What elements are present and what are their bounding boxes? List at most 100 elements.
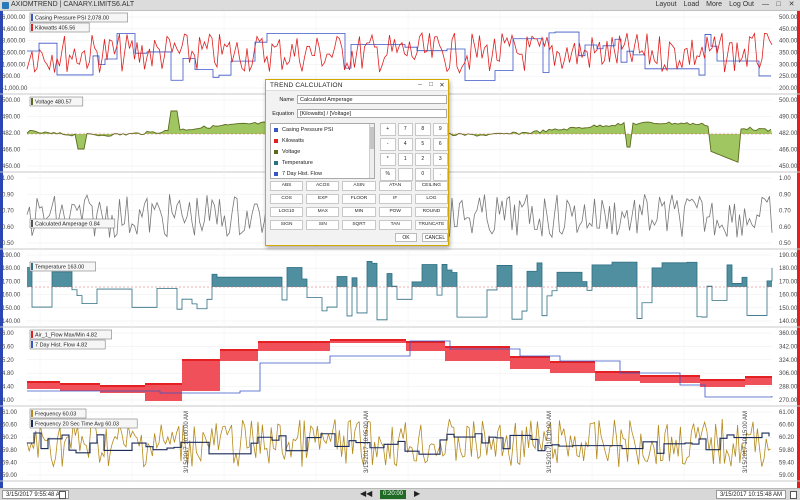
temperature-bar (222, 277, 227, 287)
keypad-key[interactable]: 6 (432, 138, 448, 151)
minimize-icon[interactable]: — (762, 1, 769, 8)
tag-list-scrollbar[interactable] (369, 124, 374, 178)
dialog-maximize-icon[interactable]: □ (429, 81, 433, 88)
temperature-bar (372, 263, 377, 287)
menu-more[interactable]: More (706, 1, 723, 8)
dialog-minimize-icon[interactable]: – (418, 81, 422, 88)
tag-list-item[interactable]: Casing Pressure PSI (271, 124, 374, 135)
close-icon[interactable]: ✕ (788, 1, 795, 8)
temperature-bar (632, 262, 637, 287)
cancel-button[interactable]: CANCEL (422, 233, 448, 242)
function-button-atan[interactable]: ATAN (378, 181, 412, 191)
menu-load[interactable]: Load (683, 1, 700, 8)
function-button-max[interactable]: MAX (306, 207, 340, 217)
menu-logout[interactable]: Log Out (729, 1, 754, 8)
scroll-thumb[interactable] (370, 127, 374, 149)
menu-layout[interactable]: Layout (655, 1, 677, 8)
temperature-bar (767, 280, 772, 287)
left-tick-label: 2,600.00 (2, 51, 26, 57)
keypad-key[interactable]: - (380, 138, 396, 151)
function-button-pow[interactable]: POW (378, 207, 412, 217)
keypad-key[interactable]: % (380, 168, 396, 181)
keypad-key[interactable] (397, 168, 413, 181)
end-time-field[interactable]: 3/15/2017 10:15:48 AM (715, 490, 786, 499)
keypad-key[interactable]: 9 (432, 123, 448, 136)
function-button-round[interactable]: ROUND (414, 207, 448, 217)
function-button-cos[interactable]: COS (270, 194, 304, 204)
keypad: +7 8 9 -4 5 6 * 1 2 3% 0. (380, 123, 448, 181)
rewind-icon[interactable]: ◀◀ (360, 489, 373, 498)
function-button-truncate[interactable]: TRUNCATE (414, 220, 448, 230)
function-button-exp[interactable]: EXP (306, 194, 340, 204)
left-tick-label: 5.20 (2, 358, 14, 364)
temperature-line (27, 261, 773, 321)
keypad-key[interactable]: 1 (397, 153, 413, 166)
equation-input[interactable]: [Kilowatts] / [Voltage] (297, 109, 447, 118)
function-button-log10[interactable]: LOG10 (270, 207, 304, 217)
tag-color-swatch (274, 138, 278, 143)
function-button-ceiling[interactable]: CEILING (414, 181, 448, 191)
left-tick-label: 466.00 (2, 148, 21, 154)
keypad-key[interactable]: 7 (397, 123, 413, 136)
keypad-key[interactable]: 2 (415, 153, 431, 166)
series-label-box (29, 339, 106, 350)
trend-calculation-dialog: TREND CALCULATION – □ ✕ Name Calculated … (265, 79, 449, 246)
duration-field[interactable]: 0:20:00 (380, 490, 406, 499)
function-button-min[interactable]: MIN (342, 207, 376, 217)
keypad-key[interactable]: . (432, 168, 448, 181)
temperature-bar (447, 269, 452, 287)
tag-list[interactable]: Casing Pressure PSI Kilowatts Voltage Tempe… (270, 123, 375, 179)
function-button-acos[interactable]: ACOS (306, 181, 340, 191)
keypad-key[interactable]: 3 (432, 153, 448, 166)
forward-icon[interactable]: ▶ (414, 489, 421, 498)
dialog-title-bar[interactable]: TREND CALCULATION – □ ✕ (266, 80, 448, 91)
dialog-close-icon[interactable]: ✕ (439, 82, 445, 89)
maximize-icon[interactable]: □ (776, 1, 781, 8)
right-tick-label: 324.00 (779, 358, 798, 364)
left-tick-label: 4.00 (2, 398, 14, 404)
tag-list-item[interactable]: Kilowatts (271, 135, 374, 146)
series-label: Frequency 20 Sec Time Avg 60.03 (35, 422, 119, 428)
temperature-bar (232, 277, 237, 287)
function-button-asin[interactable]: ASIN (342, 181, 376, 191)
function-button-log[interactable]: LOG (414, 194, 448, 204)
keypad-key[interactable]: + (380, 123, 396, 136)
series-color-swatch (31, 220, 33, 227)
temperature-bar (367, 261, 372, 287)
end-calendar-icon[interactable] (790, 491, 797, 499)
right-tick-label: 59.40 (779, 460, 795, 466)
frequency-average-line (27, 432, 770, 455)
series-color-swatch (31, 331, 33, 338)
left-tick-label: 0.90 (2, 192, 14, 198)
temperature-bar (532, 271, 537, 287)
series-label: Frequency 60.03 (35, 412, 76, 418)
keypad-key[interactable]: 0 (415, 168, 431, 181)
function-button-if[interactable]: IF (378, 194, 412, 204)
function-button-sign[interactable]: SIGN (270, 220, 304, 230)
keypad-key[interactable]: 8 (415, 123, 431, 136)
left-tick-label: 59.40 (2, 460, 18, 466)
keypad-key[interactable]: * (380, 153, 396, 166)
temperature-bar (27, 267, 32, 287)
tag-list-item[interactable]: Voltage (271, 146, 374, 157)
function-button-sin[interactable]: SIN (306, 220, 340, 230)
tag-list-item[interactable]: 7 Day Hist. Flow (271, 168, 374, 178)
temperature-bar (272, 277, 277, 287)
keypad-key[interactable]: 5 (415, 138, 431, 151)
temperature-bar (267, 277, 272, 287)
start-calendar-icon[interactable] (59, 491, 66, 499)
tag-list-item[interactable]: Temperature (271, 157, 374, 168)
function-button-tan[interactable]: TAN (378, 220, 412, 230)
tag-color-swatch (274, 171, 278, 176)
start-time-field[interactable]: 3/15/2017 9:55:48 AM (2, 490, 69, 499)
trend-chart[interactable]: 6,000.00 500.004,600.00 450.003,600.00 400.… (0, 11, 800, 488)
air-flow-band (60, 383, 100, 391)
name-input[interactable]: Calculated Amperage (297, 95, 447, 104)
function-button-sqrt[interactable]: SQRT (342, 220, 376, 230)
keypad-key[interactable]: 4 (397, 138, 413, 151)
function-button-floor[interactable]: FLOOR (342, 194, 376, 204)
window-title: AXIOMTREND | CANARY.LIMITS6.ALT (11, 1, 135, 8)
temperature-bar (667, 262, 672, 287)
ok-button[interactable]: OK (395, 233, 417, 242)
function-button-abs[interactable]: ABS (270, 181, 304, 191)
